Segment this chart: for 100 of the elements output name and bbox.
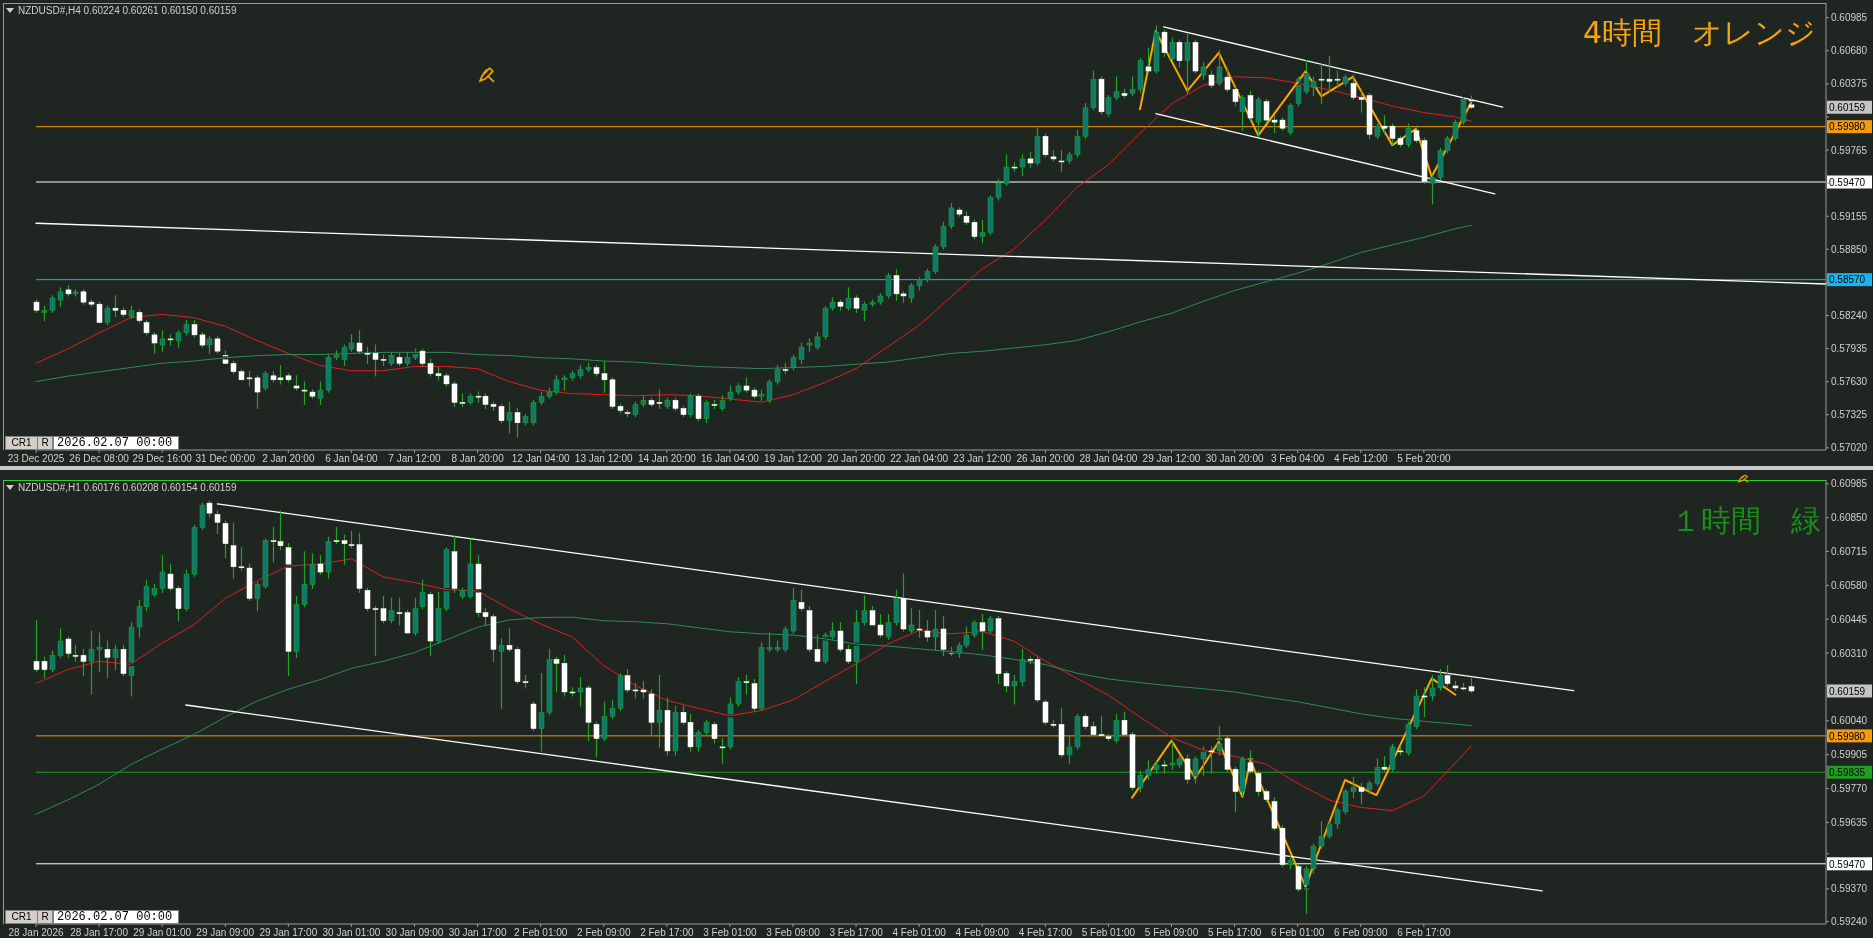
x-tick-label: 30 Jan 09:00 bbox=[385, 927, 444, 938]
text: 0.60159 bbox=[1829, 102, 1866, 114]
ref-line-label: 0.58570 bbox=[1829, 274, 1866, 286]
x-tick-label: 3 Feb 04:00 bbox=[1270, 453, 1325, 465]
x-tick-label: 26 Jan 20:00 bbox=[1016, 453, 1075, 465]
ref-line-label: 0.59835 bbox=[1829, 767, 1866, 779]
x-tick-label: 12 Jan 04:00 bbox=[511, 453, 571, 465]
line-series bbox=[35, 224, 1472, 383]
y-tick-label: 0.59770 bbox=[1831, 783, 1868, 795]
y-tick-label: 0.59240 bbox=[1831, 916, 1868, 928]
x-tick-label: 6 Feb 09:00 bbox=[1334, 927, 1388, 938]
candlestick bbox=[1405, 123, 1412, 148]
annotation: R bbox=[41, 911, 49, 923]
y-tick-label: 0.59765 bbox=[1831, 144, 1868, 156]
y-tick-label: 0.60680 bbox=[1831, 45, 1868, 57]
x-tick-label: 4 Feb 17:00 bbox=[1018, 927, 1073, 938]
y-tick-label: 0.59370 bbox=[1831, 883, 1868, 895]
chart-title: NZDUSD#,H1 0.60176 0.60208 0.60154 0.60159 bbox=[17, 481, 240, 494]
y-tick-label: 0.58240 bbox=[1831, 310, 1868, 322]
line-series bbox=[35, 76, 1472, 403]
x-tick-label: 2 Feb 17:00 bbox=[640, 927, 694, 938]
x-tick-label: 5 Feb 20:00 bbox=[1397, 453, 1451, 465]
x-tick-label: 2 Feb 09:00 bbox=[577, 927, 631, 938]
x-tick-label: 30 Jan 20:00 bbox=[1205, 453, 1264, 465]
annotation: 4時間 オレンジ bbox=[1582, 15, 1816, 50]
candlestick bbox=[143, 319, 150, 336]
y-tick-label: 0.58850 bbox=[1831, 243, 1868, 255]
x-tick-label: 13 Jan 12:00 bbox=[574, 453, 634, 465]
x-tick-label: 30 Jan 17:00 bbox=[448, 927, 507, 938]
x-tick-label: 2 Jan 20:00 bbox=[262, 453, 315, 465]
x-tick-label: 3 Feb 17:00 bbox=[829, 927, 884, 938]
candlestick bbox=[908, 608, 915, 634]
date-field: 2026.02.07 00:00 bbox=[53, 910, 179, 924]
y-tick-label: 0.59155 bbox=[1831, 210, 1868, 222]
x-tick-label: 6 Feb 01:00 bbox=[1270, 927, 1325, 938]
button: R bbox=[37, 910, 53, 924]
x-tick-label: 5 Feb 09:00 bbox=[1144, 927, 1199, 938]
y-tick-label: 0.60445 bbox=[1831, 613, 1868, 625]
annotation: １時間 緑 bbox=[1671, 503, 1821, 538]
x-tick-label: 5 Feb 17:00 bbox=[1207, 927, 1262, 938]
x-tick-label: 23 Dec 2025 bbox=[7, 453, 65, 465]
x-tick-label: 4 Feb 09:00 bbox=[955, 927, 1010, 938]
candlestick bbox=[1184, 33, 1191, 95]
candlestick bbox=[1216, 49, 1223, 86]
candlestick bbox=[498, 638, 505, 709]
x-tick-label: 28 Jan 17:00 bbox=[70, 927, 129, 938]
line-series bbox=[35, 616, 1472, 815]
x-tick-label: 19 Jan 12:00 bbox=[764, 453, 823, 465]
y-tick-label: 0.60375 bbox=[1831, 78, 1868, 90]
x-tick-label: 2 Feb 01:00 bbox=[513, 927, 568, 938]
x-tick-label: 4 Feb 01:00 bbox=[892, 927, 947, 938]
x-tick-label: 3 Feb 01:00 bbox=[703, 927, 758, 938]
y-tick-label: 0.60985 bbox=[1831, 12, 1868, 24]
text: 0.60159 bbox=[1829, 685, 1866, 697]
x-tick-label: 30 Jan 01:00 bbox=[322, 927, 381, 938]
candlestick bbox=[467, 393, 474, 406]
y-tick-label: 0.60310 bbox=[1831, 647, 1868, 659]
y-tick-label: 0.60850 bbox=[1831, 512, 1868, 524]
candlestick bbox=[932, 610, 939, 650]
ref-line-label: 0.59470 bbox=[1829, 176, 1866, 188]
x-tick-label: 26 Dec 08:00 bbox=[69, 453, 130, 465]
y-tick-label: 0.57630 bbox=[1831, 376, 1868, 388]
x-tick-label: 6 Feb 17:00 bbox=[1397, 927, 1451, 938]
x-tick-label: 29 Jan 01:00 bbox=[133, 927, 192, 938]
candlestick bbox=[1153, 25, 1160, 74]
candlestick bbox=[577, 677, 584, 707]
ref-line-label: 0.59980 bbox=[1829, 730, 1866, 742]
button: CR1 bbox=[5, 436, 38, 450]
x-tick-label: 3 Feb 09:00 bbox=[766, 927, 821, 938]
x-tick-label: 29 Jan 17:00 bbox=[259, 927, 318, 938]
x-tick-label: 16 Jan 04:00 bbox=[701, 453, 760, 465]
x-tick-label: 29 Jan 09:00 bbox=[196, 927, 255, 938]
x-tick-label: 28 Jan 2026 bbox=[8, 927, 64, 938]
line-series bbox=[35, 558, 1472, 812]
ref-line-label: 0.59980 bbox=[1829, 121, 1866, 133]
y-tick-label: 0.60580 bbox=[1831, 579, 1868, 591]
x-tick-label: 29 Dec 16:00 bbox=[132, 453, 193, 465]
candlestick bbox=[506, 401, 513, 434]
x-tick-label: 4 Feb 12:00 bbox=[1334, 453, 1388, 465]
annotation: R bbox=[41, 437, 49, 449]
x-tick-label: 23 Jan 12:00 bbox=[953, 453, 1012, 465]
x-tick-label: 28 Jan 04:00 bbox=[1079, 453, 1138, 465]
x-tick-label: 5 Feb 01:00 bbox=[1081, 927, 1136, 938]
button: R bbox=[37, 436, 53, 450]
x-tick-label: 7 Jan 12:00 bbox=[388, 453, 442, 465]
line-series bbox=[1131, 677, 1457, 888]
date-field: 2026.02.07 00:00 bbox=[53, 436, 179, 450]
x-tick-label: 8 Jan 20:00 bbox=[451, 453, 505, 465]
candlestick bbox=[1239, 94, 1246, 131]
y-tick-label: 0.59905 bbox=[1831, 749, 1868, 761]
y-tick-label: 0.60715 bbox=[1831, 546, 1868, 558]
x-tick-label: 6 Jan 04:00 bbox=[325, 453, 378, 465]
y-tick-label: 0.57935 bbox=[1831, 343, 1868, 355]
ref-line-label: 0.59470 bbox=[1829, 858, 1866, 870]
y-tick-label: 0.60985 bbox=[1831, 478, 1868, 490]
button: CR1 bbox=[5, 910, 38, 924]
x-tick-label: 31 Dec 00:00 bbox=[195, 453, 256, 465]
x-tick-label: 29 Jan 12:00 bbox=[1142, 453, 1201, 465]
y-tick-label: 0.59635 bbox=[1831, 816, 1868, 828]
y-tick-label: 0.57020 bbox=[1831, 442, 1868, 454]
